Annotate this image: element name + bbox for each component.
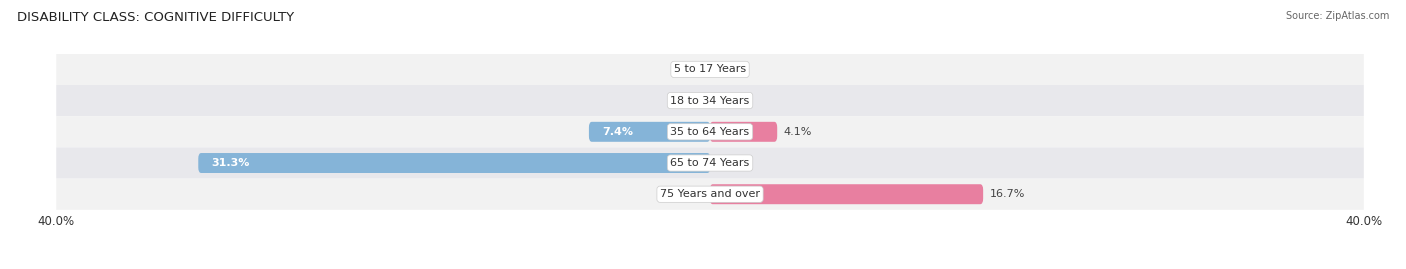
Text: 0.0%: 0.0% [717, 158, 745, 168]
Text: 7.4%: 7.4% [602, 127, 633, 137]
Text: 4.1%: 4.1% [783, 127, 811, 137]
Text: 65 to 74 Years: 65 to 74 Years [671, 158, 749, 168]
Text: 5 to 17 Years: 5 to 17 Years [673, 64, 747, 75]
FancyBboxPatch shape [710, 184, 983, 204]
FancyBboxPatch shape [56, 116, 1364, 147]
Text: 16.7%: 16.7% [990, 189, 1025, 199]
Text: 35 to 64 Years: 35 to 64 Years [671, 127, 749, 137]
FancyBboxPatch shape [589, 122, 710, 142]
Text: Source: ZipAtlas.com: Source: ZipAtlas.com [1285, 11, 1389, 21]
FancyBboxPatch shape [56, 85, 1364, 116]
Text: 18 to 34 Years: 18 to 34 Years [671, 95, 749, 106]
Text: 75 Years and over: 75 Years and over [659, 189, 761, 199]
FancyBboxPatch shape [56, 179, 1364, 210]
Legend: Male, Female: Male, Female [641, 267, 779, 269]
Text: 0.0%: 0.0% [675, 95, 703, 106]
FancyBboxPatch shape [56, 147, 1364, 179]
Text: 31.3%: 31.3% [211, 158, 250, 168]
FancyBboxPatch shape [56, 54, 1364, 85]
Text: 0.0%: 0.0% [717, 95, 745, 106]
Text: 0.0%: 0.0% [717, 64, 745, 75]
Text: 0.0%: 0.0% [675, 189, 703, 199]
FancyBboxPatch shape [198, 153, 710, 173]
FancyBboxPatch shape [710, 122, 778, 142]
Text: 0.0%: 0.0% [675, 64, 703, 75]
Text: DISABILITY CLASS: COGNITIVE DIFFICULTY: DISABILITY CLASS: COGNITIVE DIFFICULTY [17, 11, 294, 24]
